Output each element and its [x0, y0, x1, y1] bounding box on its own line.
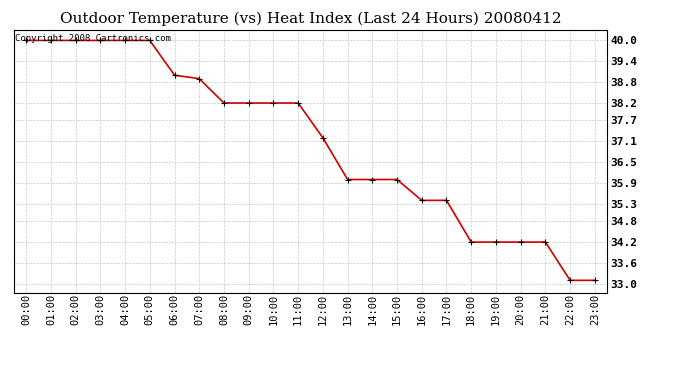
Title: Outdoor Temperature (vs) Heat Index (Last 24 Hours) 20080412: Outdoor Temperature (vs) Heat Index (Las…	[60, 12, 561, 26]
Text: Copyright 2008 Cartronics.com: Copyright 2008 Cartronics.com	[15, 34, 171, 43]
